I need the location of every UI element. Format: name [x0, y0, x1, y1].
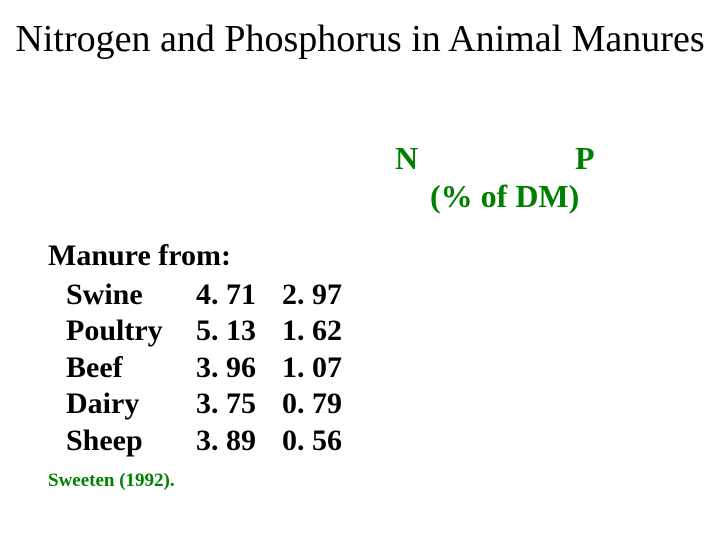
- row-name: Poultry: [48, 313, 196, 350]
- table-heading: Manure from:: [48, 238, 362, 275]
- row-p: 0. 56: [276, 423, 362, 460]
- table-rows: Swine 4. 71 2. 97 Poultry 5. 13 1. 62 Be…: [48, 277, 362, 460]
- row-n: 3. 75: [196, 386, 276, 423]
- citation: Sweeten (1992).: [48, 470, 175, 492]
- row-p: 1. 62: [276, 313, 362, 350]
- slide: Nitrogen and Phosphorus in Animal Manure…: [0, 0, 720, 540]
- table-row: Beef 3. 96 1. 07: [48, 350, 362, 387]
- row-p: 0. 79: [276, 386, 362, 423]
- header-unit: (% of DM): [430, 178, 579, 215]
- table-row: Sheep 3. 89 0. 56: [48, 423, 362, 460]
- row-n: 5. 13: [196, 313, 276, 350]
- table-row: Poultry 5. 13 1. 62: [48, 313, 362, 350]
- row-n: 3. 89: [196, 423, 276, 460]
- row-p: 2. 97: [276, 277, 362, 314]
- header-n: N: [395, 140, 418, 177]
- manure-table: Manure from: Swine 4. 71 2. 97 Poultry 5…: [48, 238, 362, 460]
- row-name: Beef: [48, 350, 196, 387]
- slide-title: Nitrogen and Phosphorus in Animal Manure…: [0, 18, 720, 62]
- row-n: 4. 71: [196, 277, 276, 314]
- table-row: Dairy 3. 75 0. 79: [48, 386, 362, 423]
- table-row: Swine 4. 71 2. 97: [48, 277, 362, 314]
- row-name: Sheep: [48, 423, 196, 460]
- row-n: 3. 96: [196, 350, 276, 387]
- row-name: Dairy: [48, 386, 196, 423]
- header-p: P: [575, 140, 595, 177]
- row-name: Swine: [48, 277, 196, 314]
- row-p: 1. 07: [276, 350, 362, 387]
